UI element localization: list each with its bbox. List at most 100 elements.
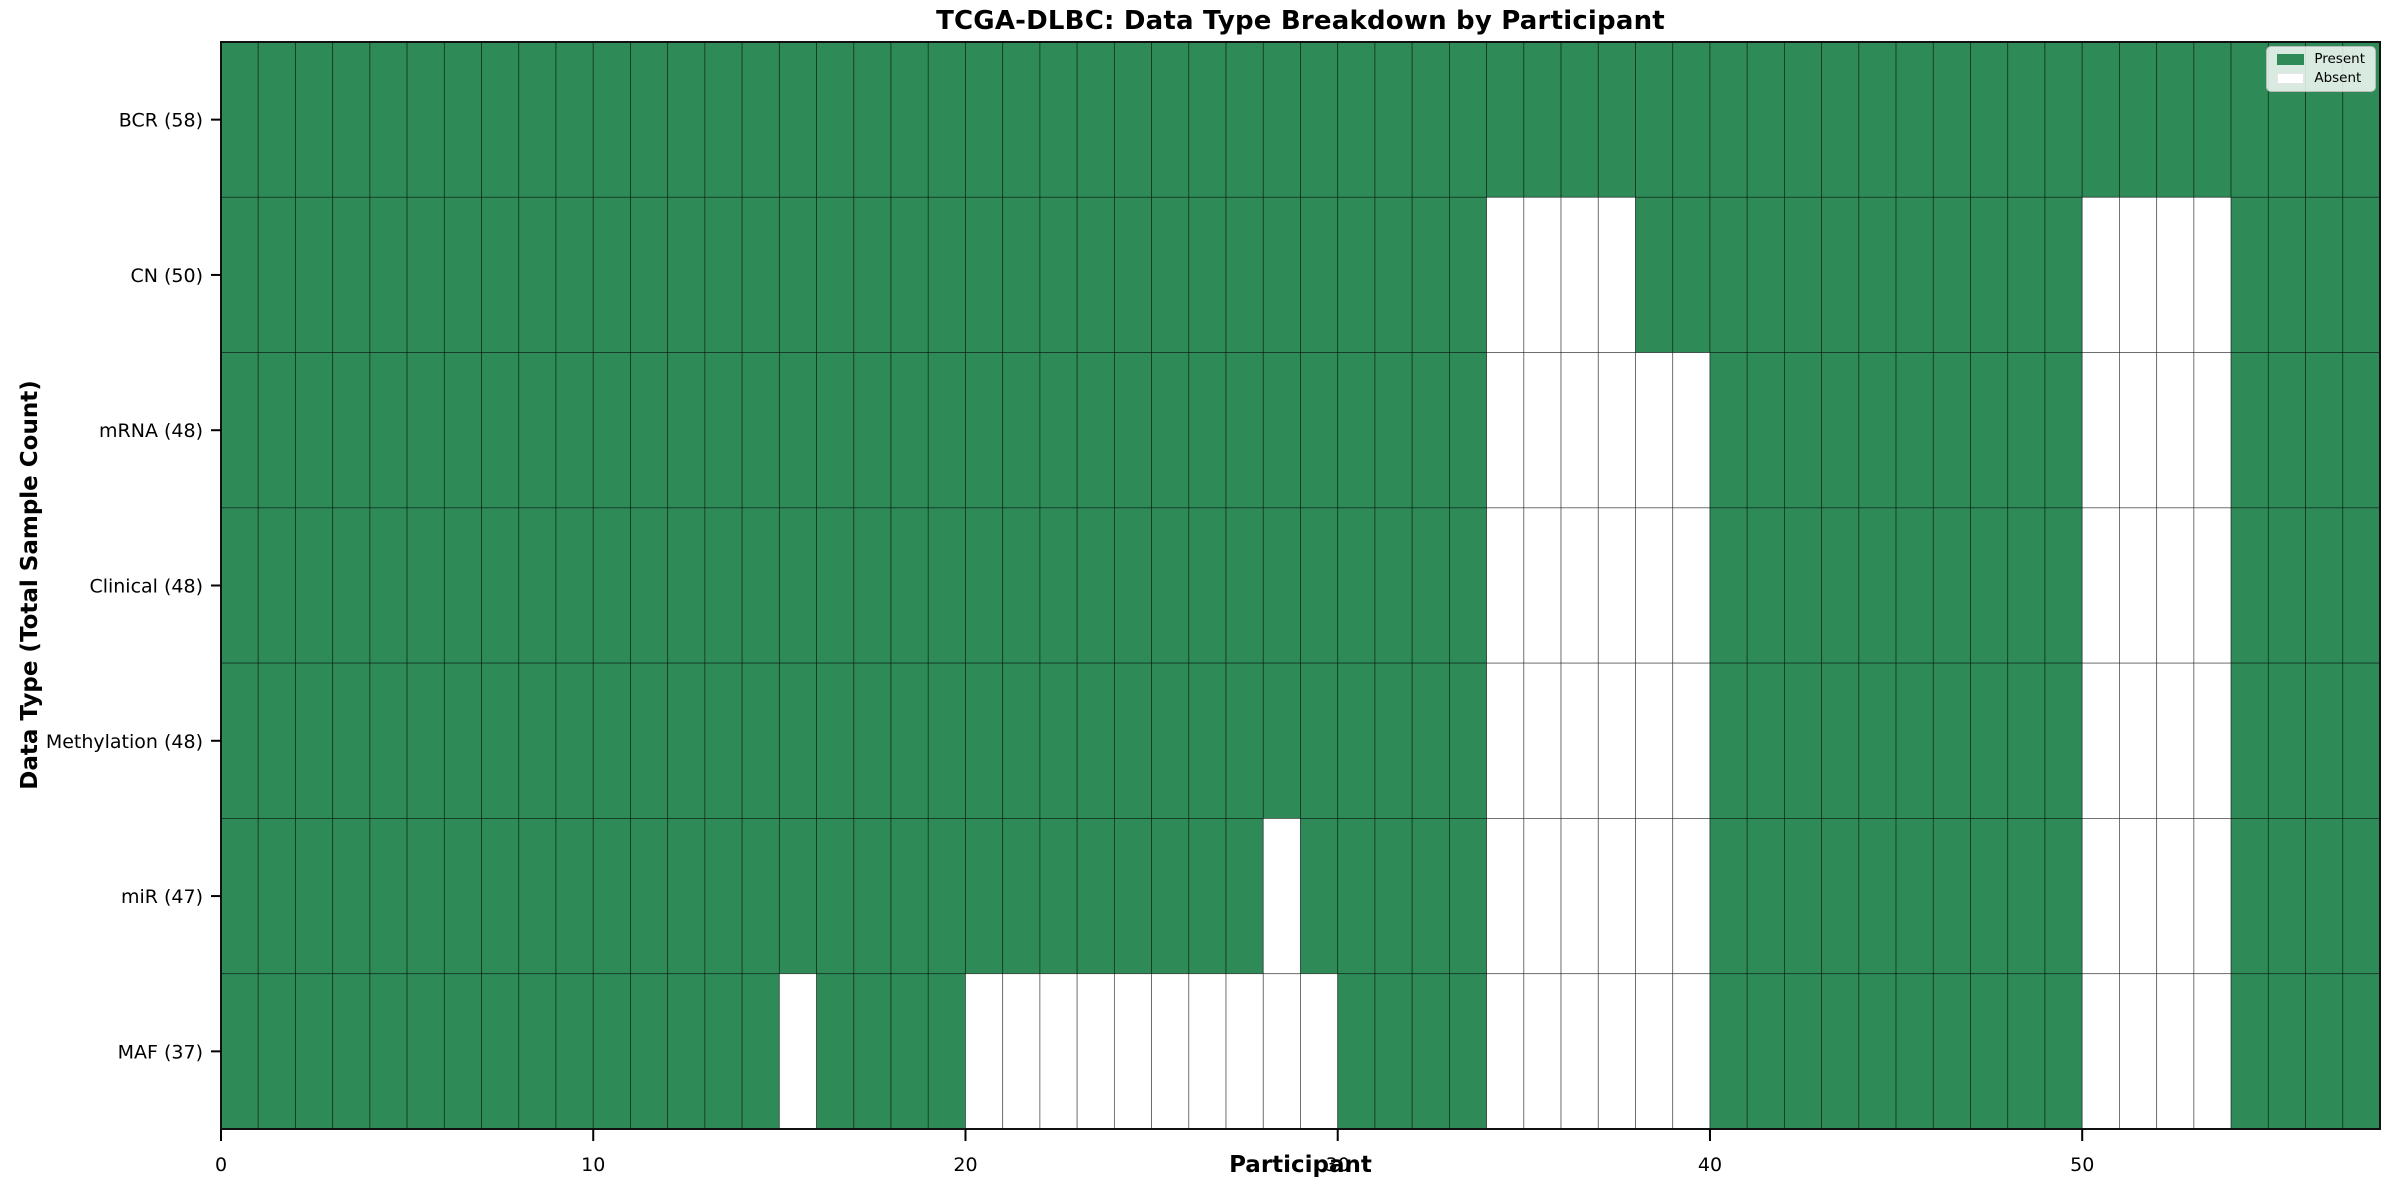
heatmap-cell xyxy=(1895,196,1934,353)
heatmap-cell xyxy=(1449,818,1488,975)
heatmap-cell xyxy=(1039,973,1078,1130)
heatmap-cell xyxy=(1672,41,1711,198)
heatmap-cell xyxy=(816,196,855,353)
heatmap-cell xyxy=(369,818,408,975)
heatmap-cell xyxy=(1076,662,1115,819)
heatmap-cell xyxy=(927,352,966,509)
heatmap-cell xyxy=(2342,973,2381,1130)
heatmap-cell xyxy=(1151,41,1190,198)
heatmap-cell xyxy=(1858,973,1897,1130)
heatmap-cell xyxy=(481,196,520,353)
heatmap-cell xyxy=(667,973,706,1130)
heatmap-cell xyxy=(1300,507,1339,664)
heatmap-cell xyxy=(295,352,334,509)
heatmap-cell xyxy=(220,507,259,664)
legend-entry-absent: Absent xyxy=(2277,71,2365,86)
heatmap-cell xyxy=(1374,41,1413,198)
heatmap-cell xyxy=(2156,818,2195,975)
heatmap-cell xyxy=(443,662,482,819)
heatmap-cell xyxy=(965,196,1004,353)
heatmap-cell xyxy=(2305,662,2344,819)
heatmap-cell xyxy=(1970,41,2009,198)
heatmap-cell xyxy=(1709,973,1748,1130)
heatmap-cell xyxy=(927,662,966,819)
heatmap-cell xyxy=(406,662,445,819)
heatmap-cell xyxy=(1002,818,1041,975)
heatmap-cell xyxy=(1970,352,2009,509)
heatmap-cell xyxy=(1523,352,1562,509)
heatmap-cell xyxy=(853,662,892,819)
heatmap-cell xyxy=(853,818,892,975)
heatmap-cell xyxy=(1672,352,1711,509)
heatmap-cell xyxy=(1560,507,1599,664)
heatmap-cell xyxy=(1932,41,1971,198)
heatmap-cell xyxy=(1262,507,1301,664)
heatmap-cell xyxy=(853,507,892,664)
heatmap-cell xyxy=(369,41,408,198)
heatmap-cell xyxy=(704,818,743,975)
heatmap-cell xyxy=(667,41,706,198)
heatmap-cell xyxy=(1076,352,1115,509)
heatmap-cell xyxy=(2007,973,2046,1130)
heatmap-cell xyxy=(1821,41,1860,198)
heatmap-cell xyxy=(592,507,631,664)
heatmap-cell xyxy=(2230,507,2269,664)
heatmap-cell xyxy=(1113,352,1153,509)
heatmap-cell xyxy=(890,507,929,664)
heatmap-cell xyxy=(1709,662,1748,819)
heatmap-cell xyxy=(1113,973,1153,1130)
heatmap-cell xyxy=(778,818,817,975)
heatmap-cell xyxy=(2044,818,2083,975)
heatmap-cell xyxy=(220,818,259,975)
heatmap-cell xyxy=(965,352,1004,509)
heatmap-cell xyxy=(1970,973,2009,1130)
heatmap-cell xyxy=(1411,352,1450,509)
heatmap-cell xyxy=(1337,352,1376,509)
heatmap-cell xyxy=(1635,818,1674,975)
heatmap-cell xyxy=(1188,352,1227,509)
heatmap-cell xyxy=(1597,507,1636,664)
heatmap-cell xyxy=(220,352,259,509)
heatmap-cell xyxy=(1932,973,1971,1130)
heatmap-cell xyxy=(592,818,631,975)
heatmap-cell xyxy=(1002,973,1041,1130)
heatmap-cell xyxy=(667,507,706,664)
heatmap-cell xyxy=(1784,41,1823,198)
heatmap-cell xyxy=(704,41,743,198)
heatmap-cell xyxy=(1300,973,1339,1130)
heatmap-cell xyxy=(927,973,966,1130)
heatmap-cell xyxy=(2119,507,2158,664)
heatmap-cell xyxy=(1635,507,1674,664)
y-tick-label: BCR (58) xyxy=(119,110,203,132)
heatmap-cell xyxy=(1523,818,1562,975)
heatmap-cell xyxy=(1523,196,1562,353)
heatmap-cell xyxy=(1374,973,1413,1130)
heatmap-cell xyxy=(369,196,408,353)
heatmap-cell xyxy=(555,818,594,975)
heatmap-cell xyxy=(1225,973,1264,1130)
heatmap-cell xyxy=(1523,41,1562,198)
heatmap-cell xyxy=(2230,352,2269,509)
heatmap-cell xyxy=(1560,818,1599,975)
legend-entry-present: Present xyxy=(2277,52,2365,67)
x-tick-label: 50 xyxy=(2070,1154,2094,1176)
heatmap-cell xyxy=(2193,41,2232,198)
y-tick-label: CN (50) xyxy=(130,265,203,287)
heatmap-cell xyxy=(1635,352,1674,509)
heatmap-cell xyxy=(1411,507,1450,664)
heatmap-cell xyxy=(1225,507,1264,664)
heatmap-cell xyxy=(2267,352,2306,509)
heatmap-cell xyxy=(1970,507,2009,664)
heatmap-cell xyxy=(1188,818,1227,975)
heatmap-cell xyxy=(220,973,259,1130)
heatmap-cell xyxy=(2267,507,2306,664)
heatmap-cell xyxy=(332,818,371,975)
heatmap-cell xyxy=(778,196,817,353)
heatmap-cell xyxy=(406,818,445,975)
heatmap-cell xyxy=(1039,662,1078,819)
heatmap-cell xyxy=(1635,41,1674,198)
heatmap-cell xyxy=(2267,196,2306,353)
heatmap-cell xyxy=(890,41,929,198)
heatmap-cell xyxy=(332,507,371,664)
